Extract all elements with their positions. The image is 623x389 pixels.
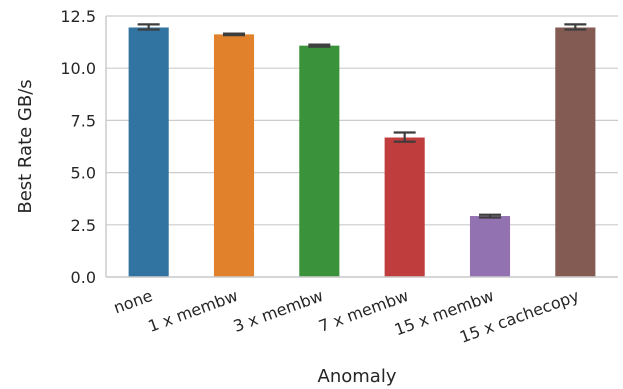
bar [299,45,340,278]
y-tick-label: 5.0 [71,164,96,183]
bar [128,27,169,278]
y-tick-label: 12.5 [60,7,96,26]
x-axis-label: Anomaly [318,366,397,387]
y-tick-label: 7.5 [71,111,96,130]
bar [384,137,425,277]
x-tick-label: 1 x membw [145,286,240,336]
y-tick-label: 0.0 [71,268,96,287]
x-tick-label: none [111,286,155,318]
y-axis-label: Best Rate GB/s [15,79,36,213]
y-tick-labels: 0.0 2.5 5.0 7.5 10.0 12.5 [60,7,96,287]
x-tick-label: 3 x membw [231,286,326,336]
bars [128,27,596,278]
bar [213,34,255,277]
error-bars [137,23,587,219]
y-tick-label: 10.0 [60,59,96,78]
bar [469,216,511,277]
y-tick-label: 2.5 [71,216,96,235]
bar [555,27,596,278]
gridlines [106,15,618,278]
